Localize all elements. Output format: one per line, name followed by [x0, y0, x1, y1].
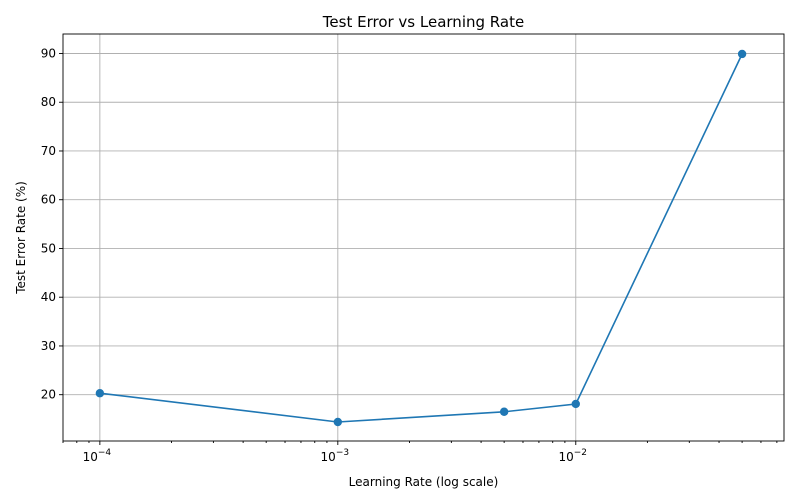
y-tick-label: 50 [41, 241, 56, 255]
grid [63, 34, 784, 441]
y-tick-label: 20 [41, 388, 56, 402]
y-tick-label: 30 [41, 339, 56, 353]
y-tick-label: 60 [41, 193, 56, 207]
y-axis-ticks: 20 30 40 50 60 70 80 90 [41, 46, 63, 402]
x-axis-label: Learning Rate (log scale) [349, 475, 499, 489]
x-tick-label: 10−3 [321, 448, 350, 464]
x-tick-base: 10 [558, 450, 573, 464]
x-tick-exponent: −4 [98, 448, 112, 458]
series-line [99, 53, 743, 423]
chart-title: Test Error vs Learning Rate [322, 13, 524, 31]
y-tick-label: 90 [41, 46, 56, 60]
data-point [571, 399, 580, 409]
x-tick-exponent: −2 [574, 448, 587, 458]
x-tick-label: 10−4 [83, 448, 112, 464]
x-tick-label: 10−2 [558, 448, 587, 464]
y-tick-label: 80 [41, 95, 56, 109]
data-point [95, 389, 105, 398]
plot-frame [62, 33, 785, 442]
data-point [499, 407, 509, 416]
y-tick-label: 40 [41, 290, 56, 304]
y-axis-label: Test Error Rate (%) [14, 181, 28, 295]
x-axis-ticks: 10−4 10−3 10−2 [62, 441, 778, 464]
x-tick-base: 10 [83, 450, 98, 464]
series [95, 49, 747, 427]
x-tick-base: 10 [321, 450, 336, 464]
data-point [737, 49, 747, 59]
data-point [333, 417, 343, 427]
y-tick-label: 70 [41, 144, 56, 158]
x-tick-exponent: −3 [336, 448, 349, 458]
